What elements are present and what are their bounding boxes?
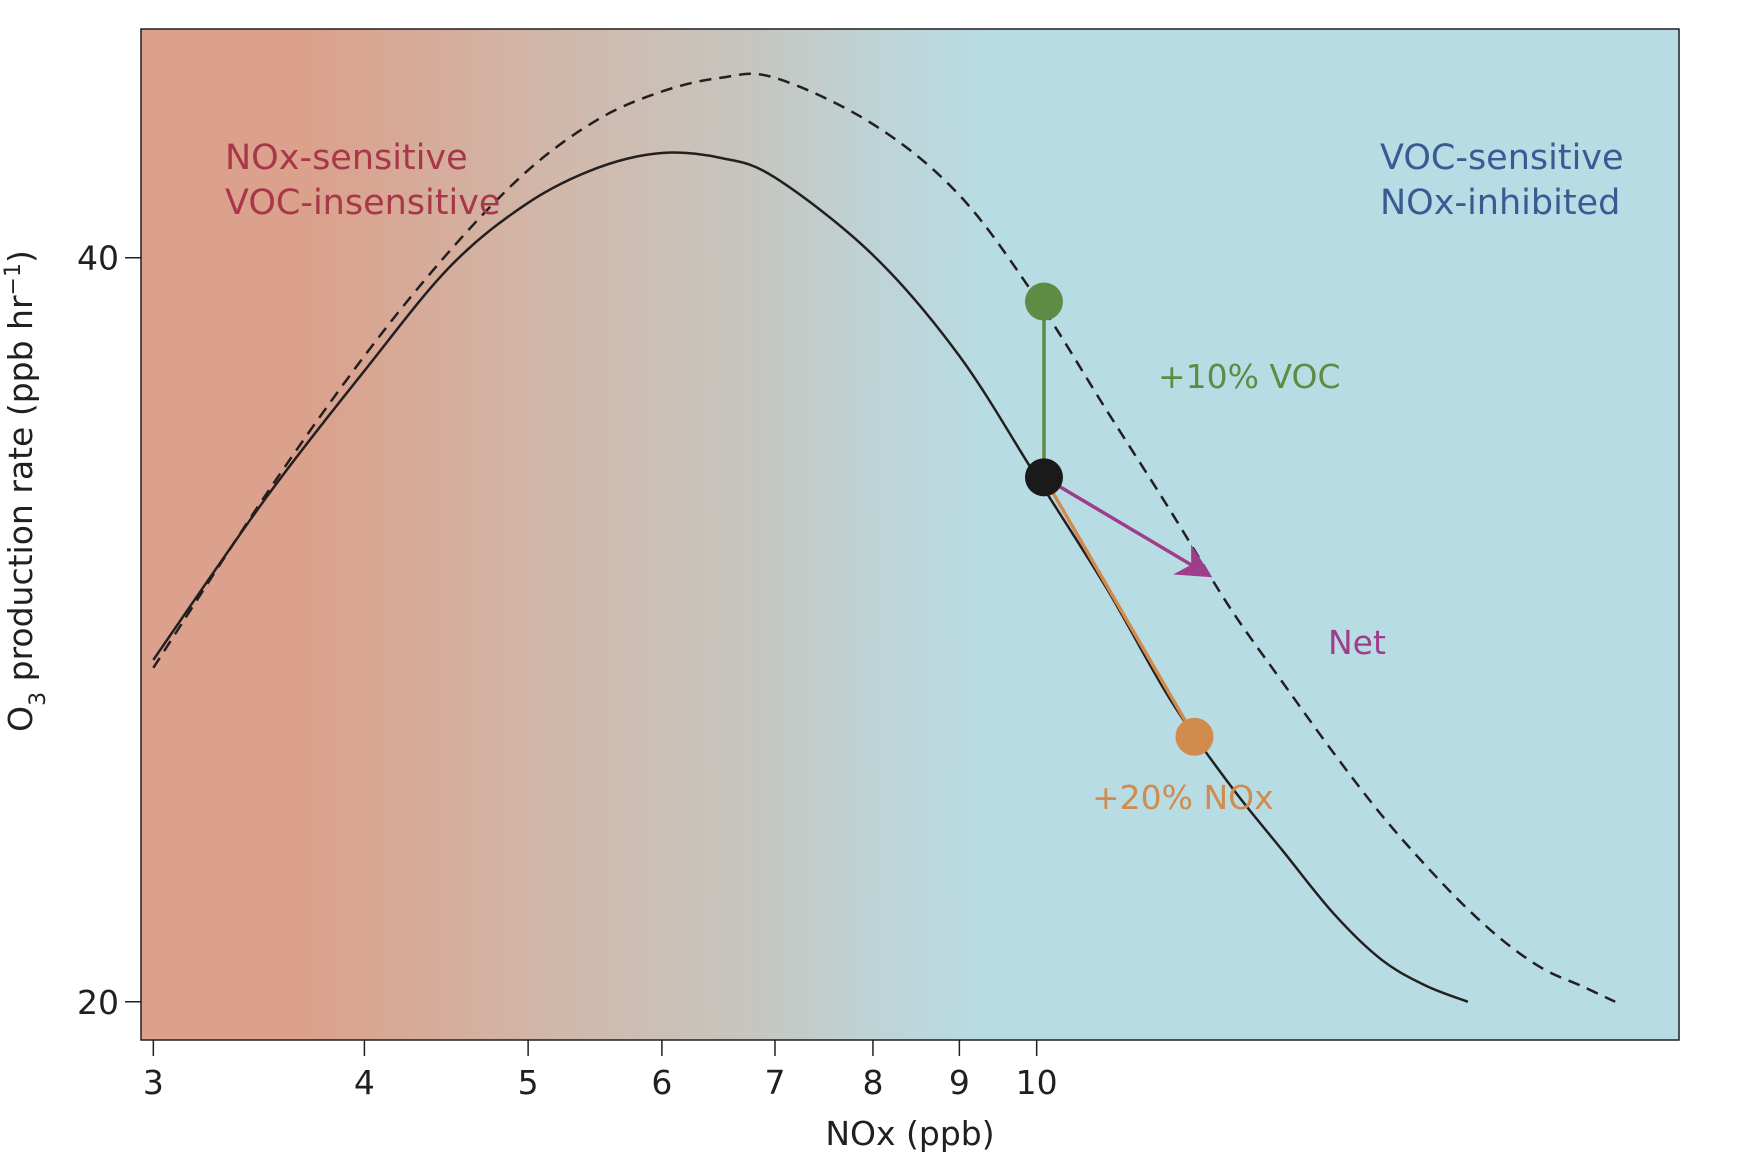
plot-background [140,28,1680,1041]
nox-annotation: +20% NOx [1092,778,1274,817]
net-arrow [1043,475,1213,578]
x-tick-label: 4 [354,1063,375,1102]
y-tick-label: 40 [77,239,119,278]
start-point [1024,458,1063,497]
voc-point [1024,282,1063,321]
series-line-solid [152,151,1469,1003]
nox-point [1175,717,1214,756]
x-tick-label: 8 [862,1063,883,1102]
nox-connector [1042,476,1197,738]
x-tick-label: 5 [518,1063,539,1102]
x-tick-label: 10 [1016,1063,1058,1102]
y-axis-title: O3 production rate (ppb hr−1) [1,250,51,732]
y-tick-label: 20 [77,983,119,1022]
x-axis: 3 4 5 6 7 8 9 10 [143,1040,1058,1102]
right-region-label-line1: VOC-sensitive [1380,138,1624,178]
voc-annotation: +10% VOC [1158,357,1341,396]
left-region-label-line2: VOC-insensitive [225,183,500,223]
x-axis-title: NOx (ppb) [825,1114,994,1153]
x-tick-label: 9 [949,1063,970,1102]
x-tick-label: 6 [651,1063,672,1102]
left-region-label-line1: NOx-sensitive [225,138,468,178]
x-tick-label: 3 [143,1063,164,1102]
net-annotation: Net [1328,623,1386,662]
right-region-label-line2: NOx-inhibited [1380,183,1620,223]
x-tick-label: 7 [764,1063,785,1102]
